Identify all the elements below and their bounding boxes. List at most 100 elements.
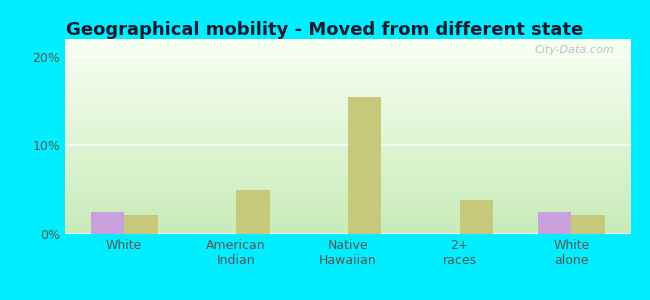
Bar xyxy=(65,152,630,154)
Bar xyxy=(460,200,493,234)
Bar xyxy=(65,84,630,86)
Bar xyxy=(65,230,630,232)
Bar xyxy=(348,97,382,234)
Bar xyxy=(65,156,630,158)
Bar xyxy=(65,62,630,64)
Bar xyxy=(65,115,630,117)
Bar xyxy=(65,205,630,207)
Bar xyxy=(65,170,630,172)
Bar xyxy=(65,105,630,107)
Bar xyxy=(65,150,630,152)
Bar xyxy=(65,177,630,179)
Bar xyxy=(65,127,630,129)
Bar xyxy=(65,173,630,175)
Bar xyxy=(65,168,630,170)
Bar xyxy=(65,86,630,88)
Bar xyxy=(65,140,630,142)
Bar xyxy=(65,88,630,90)
Bar xyxy=(65,74,630,76)
Text: City-Data.com: City-Data.com xyxy=(534,45,614,55)
Bar xyxy=(65,66,630,68)
Text: Geographical mobility - Moved from different state: Geographical mobility - Moved from diffe… xyxy=(66,21,584,39)
Bar xyxy=(65,160,630,162)
Bar xyxy=(65,80,630,82)
Bar xyxy=(65,49,630,51)
Bar xyxy=(65,98,630,100)
Bar xyxy=(65,179,630,181)
Bar xyxy=(91,212,124,234)
Bar xyxy=(65,187,630,189)
Bar xyxy=(65,99,630,101)
Bar xyxy=(65,176,630,177)
Bar xyxy=(65,162,630,164)
Bar xyxy=(65,183,630,185)
Bar xyxy=(65,94,630,95)
Bar xyxy=(65,203,630,205)
Bar xyxy=(65,214,630,217)
Bar xyxy=(65,47,630,49)
Bar xyxy=(65,129,630,131)
Bar xyxy=(65,123,630,125)
Bar xyxy=(65,148,630,150)
Bar xyxy=(65,53,630,55)
Bar xyxy=(65,201,630,203)
Bar xyxy=(65,111,630,113)
Bar xyxy=(65,133,630,134)
Bar xyxy=(65,41,630,43)
Bar xyxy=(65,134,630,136)
Bar xyxy=(65,60,630,62)
Bar xyxy=(65,82,630,84)
Bar xyxy=(65,197,630,199)
Bar xyxy=(65,113,630,115)
Bar xyxy=(65,58,630,60)
Bar xyxy=(65,166,630,168)
Bar xyxy=(65,121,630,123)
Bar xyxy=(65,195,630,197)
Bar xyxy=(65,136,630,138)
Bar xyxy=(65,181,630,183)
Bar xyxy=(65,207,630,209)
Bar xyxy=(65,144,630,146)
Bar xyxy=(65,131,630,133)
Bar xyxy=(65,56,630,58)
Bar xyxy=(65,158,630,160)
Bar xyxy=(65,217,630,218)
Bar xyxy=(65,39,630,41)
Bar xyxy=(65,199,630,201)
Bar xyxy=(538,212,571,234)
Bar xyxy=(65,92,630,94)
Bar xyxy=(65,232,630,234)
Bar xyxy=(65,101,630,103)
Bar xyxy=(65,78,630,80)
Bar xyxy=(65,95,630,98)
Bar xyxy=(65,172,630,173)
Bar xyxy=(65,117,630,119)
Bar xyxy=(65,211,630,212)
Bar xyxy=(65,164,630,166)
Bar xyxy=(65,220,630,222)
Bar xyxy=(65,68,630,70)
Bar xyxy=(124,214,158,234)
Bar xyxy=(65,228,630,230)
Bar xyxy=(65,142,630,144)
Bar xyxy=(65,193,630,195)
Bar xyxy=(65,185,630,187)
Bar xyxy=(65,109,630,111)
Bar xyxy=(65,125,630,127)
Bar xyxy=(65,45,630,47)
Bar xyxy=(65,146,630,148)
Bar xyxy=(236,190,270,234)
Bar xyxy=(65,191,630,193)
Bar xyxy=(65,222,630,224)
Bar xyxy=(65,43,630,45)
Bar xyxy=(65,209,630,211)
Bar xyxy=(65,76,630,78)
Bar xyxy=(65,154,630,156)
Bar xyxy=(65,212,630,214)
Bar xyxy=(571,214,604,234)
Bar xyxy=(65,226,630,228)
Bar xyxy=(65,64,630,66)
Bar xyxy=(65,90,630,92)
Bar xyxy=(65,70,630,72)
Bar xyxy=(65,224,630,226)
